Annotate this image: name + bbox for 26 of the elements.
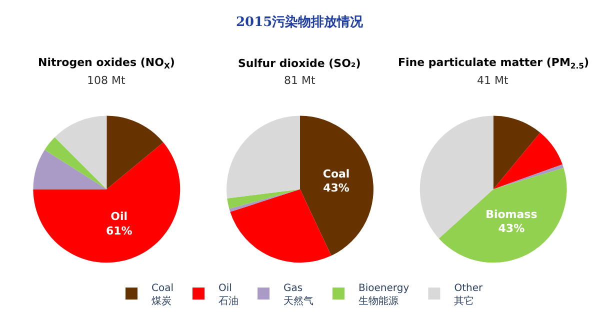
pie-slice [493,164,564,190]
chart-title: Fine particulate matter (PM$_{2.5}$) [398,56,590,70]
chart-subtitle: 41 Mt [477,74,509,87]
pie-slice [226,116,300,198]
pie-slice [493,132,562,190]
pie-slice [44,137,107,190]
pie-slice [54,116,107,190]
legend-label: Other 其它 [454,282,484,307]
legend-label: Gas 天然气 [284,282,314,307]
pie-slice [493,116,540,190]
text: 2015污染物排放情况 [236,14,364,30]
pie-slice [33,142,180,263]
legend-label: Coal 煤炭 [152,282,174,307]
pie-slice [33,150,107,190]
data-label: Oil 61% [106,210,132,238]
pie-slice [300,116,374,256]
chart-title: Nitrogen oxides (NO$_{X}$) [38,56,175,70]
legend-label: Oil 石油 [218,282,239,307]
data-label: Coal 43% [322,167,350,195]
data-label: Biomass 43% [486,208,538,236]
pie-slice [438,168,567,263]
chart-title: Sulfur dioxide (SO₂) [238,57,361,70]
chart-subtitle: 81 Mt [284,74,316,87]
chart-subtitle: 108 Mt [87,74,126,87]
legend-label: Bioenergy 生物能源 [358,282,410,307]
pie-slice [106,116,164,190]
